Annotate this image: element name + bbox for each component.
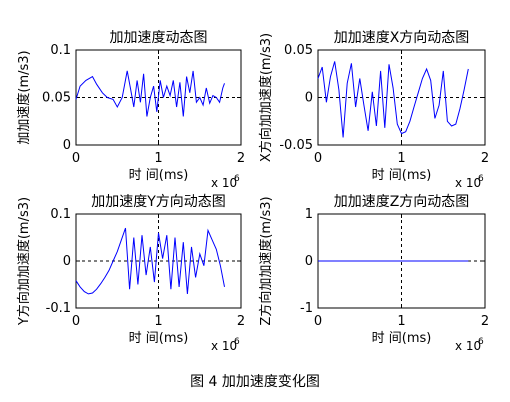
x-axis-label: 时 间(ms) [372,168,432,183]
y-axis-label: 加加速度(m/s3) [16,50,32,144]
y-tick-label: 0 [305,254,313,269]
series-line [75,227,225,295]
x-tick-label: 0 [314,314,322,329]
y-tick-label: 0.05 [284,43,313,58]
x-axis-label: 时 间(ms) [129,168,189,183]
x-tick-label: 2 [481,151,489,166]
x-tick-label: 1 [154,314,162,329]
series-line [75,70,225,117]
y-tick-label: 0.05 [42,91,71,106]
y-tick-label: -0.05 [279,138,313,153]
x-tick-label: 0 [72,151,80,166]
chart-title: 加加速度Z方向动态图 [334,194,470,210]
y-tick-label: -0.1 [46,301,71,316]
y-tick-label: 0 [305,91,313,106]
chart-title: 加加速度Y方向动态图 [91,194,226,210]
y-tick-label: 0 [63,254,71,269]
x-axis-label: 时 间(ms) [372,331,432,346]
x-axis-multiplier-exponent: 6 [234,174,240,184]
y-tick-label: 0 [63,138,71,153]
y-tick-label: 0.1 [50,43,71,58]
y-axis-label: Z方向加加速度(m/s3) [258,196,274,325]
x-axis-multiplier-exponent: 6 [478,337,484,347]
x-tick-label: 1 [397,151,405,166]
y-tick-label: 0.1 [50,207,71,222]
x-tick-label: 2 [237,314,245,329]
x-tick-label: 2 [481,314,489,329]
series-line [317,61,469,138]
x-tick-label: 1 [154,151,162,166]
x-axis-multiplier: x 10 [211,339,237,353]
x-tick-label: 1 [397,314,405,329]
y-axis-label: Y方向加加速度(m/s3) [16,197,32,326]
chart-title: 加加速度动态图 [110,30,208,46]
y-tick-label: -1 [300,301,313,316]
x-axis-label: 时 间(ms) [129,331,189,346]
x-axis-multiplier: x 10 [455,176,481,190]
x-axis-multiplier: x 10 [455,339,481,353]
y-tick-label: 1 [305,207,313,222]
x-axis-multiplier-exponent: 6 [234,337,240,347]
figure-caption: 图 4 加加速度变化图 [190,374,320,390]
x-tick-label: 0 [314,151,322,166]
chart-title: 加加速度X方向动态图 [334,30,470,46]
x-axis-multiplier-exponent: 6 [478,174,484,184]
x-tick-label: 0 [72,314,80,329]
x-tick-label: 2 [237,151,245,166]
x-axis-multiplier: x 10 [211,176,237,190]
y-axis-label: X方向加加速度(m/s3) [258,33,274,162]
